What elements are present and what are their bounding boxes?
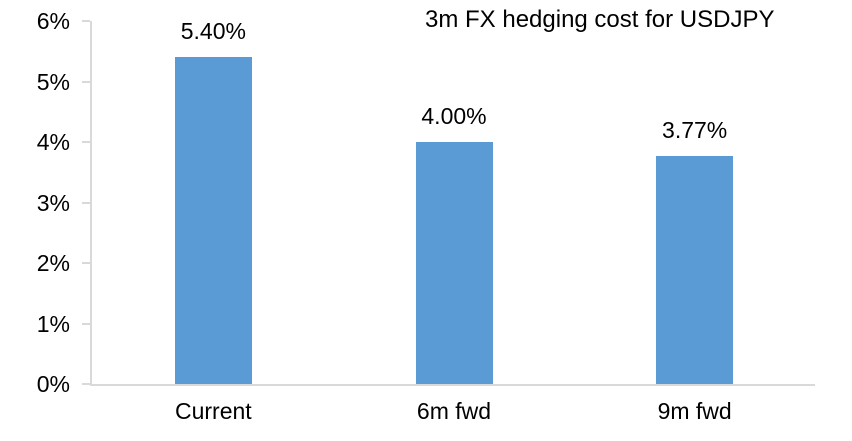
y-axis-line [90, 21, 92, 386]
bar-value-label-6m-fwd: 4.00% [421, 103, 487, 129]
y-tick-label-5pct: 5% [36, 68, 70, 95]
y-tick-mark [82, 262, 90, 264]
x-axis-line [90, 384, 815, 386]
bar-value-label-current: 5.40% [180, 18, 246, 45]
x-category-label-9m-fwd: 9m fwd [657, 398, 732, 424]
y-tick-label-1pct: 1% [36, 310, 70, 337]
bar-9m-fwd [656, 155, 734, 384]
bar-6m-fwd [415, 142, 493, 384]
y-tick-mark [82, 201, 90, 204]
y-tick-mark [82, 80, 90, 83]
y-tick-label-2pct: 2% [36, 250, 70, 276]
y-tick-label-3pct: 3% [36, 189, 70, 216]
y-tick-label-4pct: 4% [36, 129, 70, 155]
y-tick-mark [82, 20, 90, 22]
bar-value-label-9m-fwd: 3.77% [662, 116, 728, 143]
y-tick-label-6pct: 6% [36, 8, 70, 34]
y-tick-mark [82, 141, 90, 143]
x-category-label-current: Current [174, 398, 252, 424]
bar-current [174, 57, 252, 384]
y-tick-mark [82, 383, 90, 385]
y-tick-label-0pct: 0% [36, 371, 70, 397]
y-tick-mark [82, 322, 90, 325]
chart-title: 3m FX hedging cost for USDJPY [425, 6, 775, 33]
x-category-label-6m-fwd: 6m fwd [416, 398, 492, 424]
